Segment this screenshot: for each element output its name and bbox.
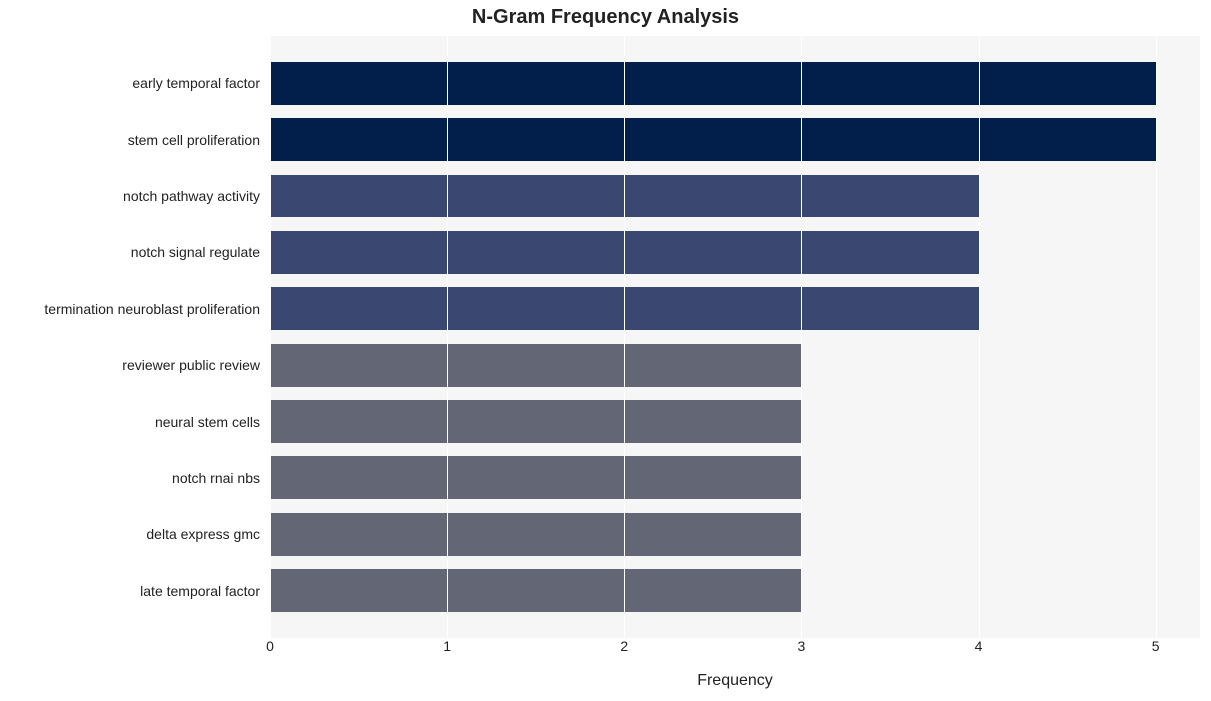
bar-row: notch signal regulate xyxy=(270,224,1200,280)
x-tick-label: 0 xyxy=(170,638,370,654)
bars-layer: early temporal factorstem cell prolifera… xyxy=(270,36,1200,638)
bar-row: late temporal factor xyxy=(270,562,1200,618)
bar-row: reviewer public review xyxy=(270,337,1200,393)
x-axis-label: Frequency xyxy=(270,672,1200,690)
y-tick-label: stem cell proliferation xyxy=(128,132,270,148)
bar xyxy=(270,344,801,387)
x-tick-label: 5 xyxy=(1056,638,1211,654)
x-axis: Frequency 012345 xyxy=(270,638,1200,698)
bar xyxy=(270,569,801,612)
y-tick-label: neural stem cells xyxy=(155,414,270,430)
x-tick-label: 3 xyxy=(701,638,901,654)
bar xyxy=(270,400,801,443)
grid-line xyxy=(624,36,625,638)
chart-title: N-Gram Frequency Analysis xyxy=(0,6,1211,29)
y-tick-label: notch pathway activity xyxy=(123,188,270,204)
y-tick-label: early temporal factor xyxy=(132,75,270,91)
bar-row: delta express gmc xyxy=(270,506,1200,562)
chart-container: N-Gram Frequency Analysis early temporal… xyxy=(0,0,1211,701)
bar-row: stem cell proliferation xyxy=(270,112,1200,168)
bar-row: early temporal factor xyxy=(270,55,1200,111)
grid-line xyxy=(979,36,980,638)
x-tick-label: 1 xyxy=(347,638,547,654)
bar xyxy=(270,513,801,556)
y-tick-label: late temporal factor xyxy=(140,583,270,599)
y-tick-label: reviewer public review xyxy=(122,357,270,373)
y-tick-label: notch rnai nbs xyxy=(172,470,270,486)
bar-row: neural stem cells xyxy=(270,393,1200,449)
bar-row: notch rnai nbs xyxy=(270,450,1200,506)
bar xyxy=(270,456,801,499)
grid-line xyxy=(801,36,802,638)
grid-line xyxy=(447,36,448,638)
plot-area: early temporal factorstem cell prolifera… xyxy=(270,36,1200,638)
y-tick-label: notch signal regulate xyxy=(131,244,270,260)
bar-row: notch pathway activity xyxy=(270,168,1200,224)
bar xyxy=(270,62,1156,105)
bar-row: termination neuroblast proliferation xyxy=(270,281,1200,337)
x-tick-label: 2 xyxy=(524,638,724,654)
x-tick-label: 4 xyxy=(879,638,1079,654)
y-tick-label: delta express gmc xyxy=(146,526,270,542)
bar xyxy=(270,118,1156,161)
grid-line xyxy=(270,36,271,638)
grid-line xyxy=(1156,36,1157,638)
y-tick-label: termination neuroblast proliferation xyxy=(44,301,270,317)
